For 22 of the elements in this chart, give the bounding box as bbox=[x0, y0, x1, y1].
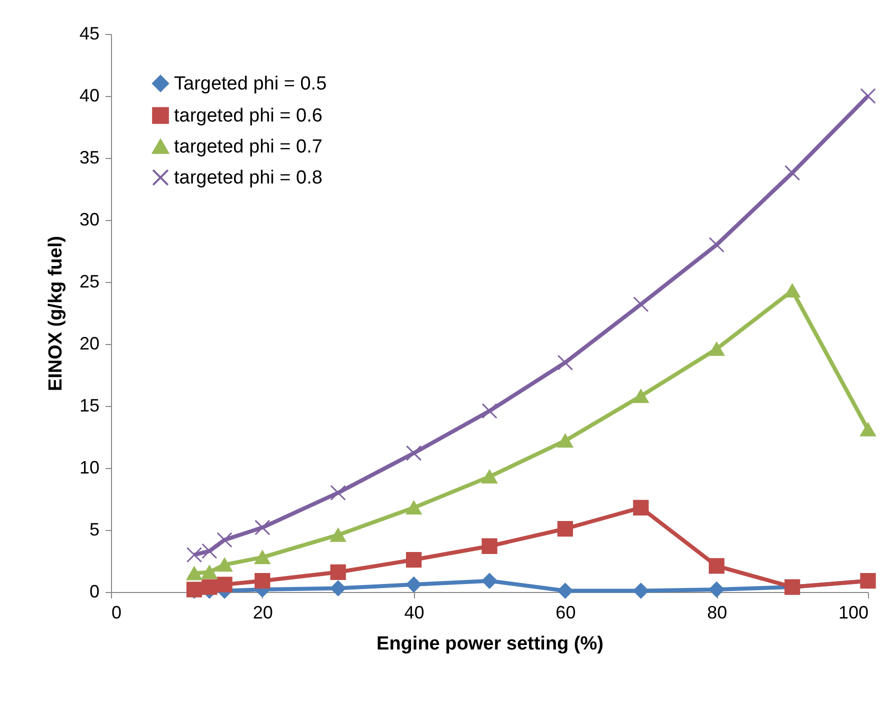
legend-label: targeted phi = 0.8 bbox=[174, 168, 322, 188]
y-tick-label: 25 bbox=[79, 272, 100, 292]
y-tick-label: 20 bbox=[79, 334, 100, 354]
y-tick-label: 15 bbox=[79, 396, 100, 416]
x-tick-label: 20 bbox=[252, 602, 273, 622]
legend-label: Targeted phi = 0.5 bbox=[174, 74, 327, 94]
x-tick-label: 100 bbox=[838, 602, 868, 622]
legend-label: targeted phi = 0.6 bbox=[174, 106, 322, 126]
y-axis-title: EINOX (g/kg fuel) bbox=[45, 236, 66, 392]
x-axis-title: Engine power setting (%) bbox=[376, 634, 604, 654]
y-tick-label: 45 bbox=[79, 24, 100, 44]
x-tick-label: 60 bbox=[556, 602, 576, 622]
legend-label: targeted phi = 0.7 bbox=[174, 136, 322, 158]
y-tick-label: 30 bbox=[79, 210, 100, 230]
x-tick-label: 40 bbox=[404, 602, 424, 622]
x-tick-label: 80 bbox=[707, 602, 728, 622]
y-tick-label: 35 bbox=[79, 148, 100, 168]
y-tick-label: 5 bbox=[89, 520, 100, 540]
y-tick-label: 10 bbox=[79, 458, 100, 478]
x-tick-label: 0 bbox=[112, 602, 122, 622]
y-tick-label: 40 bbox=[79, 86, 100, 106]
y-tick-label: 0 bbox=[89, 582, 100, 602]
